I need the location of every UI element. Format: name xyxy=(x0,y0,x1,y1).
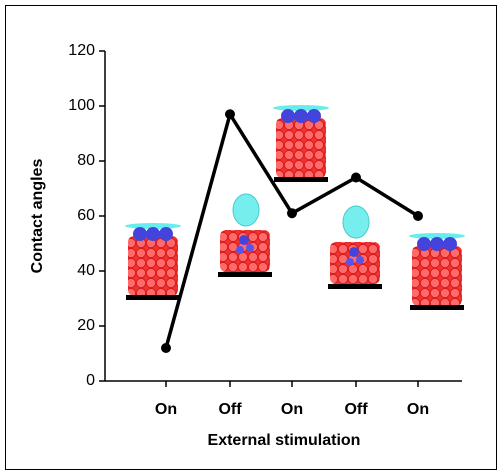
point xyxy=(351,172,361,183)
x-tick-label: Off xyxy=(344,401,368,418)
y-tick-label: 40 xyxy=(77,262,95,279)
point xyxy=(161,343,171,353)
y-tick-label: 60 xyxy=(77,207,95,224)
x-tick-label: On xyxy=(281,401,303,418)
point xyxy=(225,109,235,120)
y-tick-label: 120 xyxy=(68,42,95,59)
x-axis-title: External stimulation xyxy=(208,432,361,449)
y-tick-label: 80 xyxy=(77,152,95,169)
frame xyxy=(5,5,497,470)
point xyxy=(287,208,297,219)
x-tick-label: On xyxy=(407,401,429,418)
x-tick-label: Off xyxy=(218,401,242,418)
illustration xyxy=(217,193,273,278)
y-tick-label: 0 xyxy=(86,372,95,389)
point xyxy=(413,211,423,221)
illustration xyxy=(327,205,383,290)
illustration xyxy=(409,233,465,310)
y-axis-title: Contact angles xyxy=(29,159,46,274)
y-tick-label: 20 xyxy=(77,317,95,334)
y-tick-label: 100 xyxy=(68,97,95,114)
illustration xyxy=(125,223,181,300)
x-tick-label: On xyxy=(155,401,177,418)
illustration xyxy=(273,105,329,182)
